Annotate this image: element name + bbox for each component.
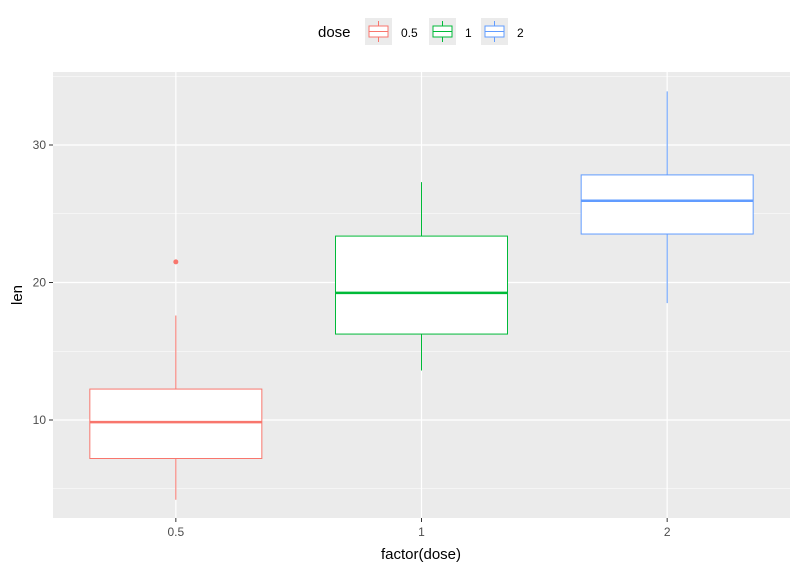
- iqr-box: [580, 174, 754, 235]
- legend: dose 0.5 1 2: [318, 18, 524, 45]
- y-tick-label: 20: [33, 276, 47, 290]
- legend-title: dose: [318, 24, 351, 41]
- boxes: [89, 91, 754, 500]
- y-axis: 10 20 30: [33, 138, 53, 427]
- x-axis: 0.5 1 2: [167, 518, 671, 539]
- legend-label: 1: [465, 26, 472, 40]
- y-tick-label: 10: [33, 413, 47, 427]
- box-0.5: [89, 259, 263, 500]
- legend-label: 0.5: [401, 26, 418, 40]
- legend-key-0.5: [365, 18, 392, 45]
- x-tick-label: 1: [418, 525, 425, 539]
- box-2: [580, 91, 754, 304]
- legend-label: 2: [517, 26, 524, 40]
- legend-key-2: [481, 18, 508, 45]
- outlier-point: [173, 259, 179, 265]
- iqr-box: [89, 388, 263, 459]
- y-tick-label: 30: [33, 138, 47, 152]
- legend-key-1: [429, 18, 456, 45]
- x-tick-label: 0.5: [167, 525, 184, 539]
- box-1: [335, 182, 508, 371]
- x-tick-label: 2: [664, 525, 671, 539]
- y-axis-title: len: [9, 285, 26, 305]
- x-axis-title: factor(dose): [381, 546, 461, 563]
- iqr-box: [335, 235, 508, 335]
